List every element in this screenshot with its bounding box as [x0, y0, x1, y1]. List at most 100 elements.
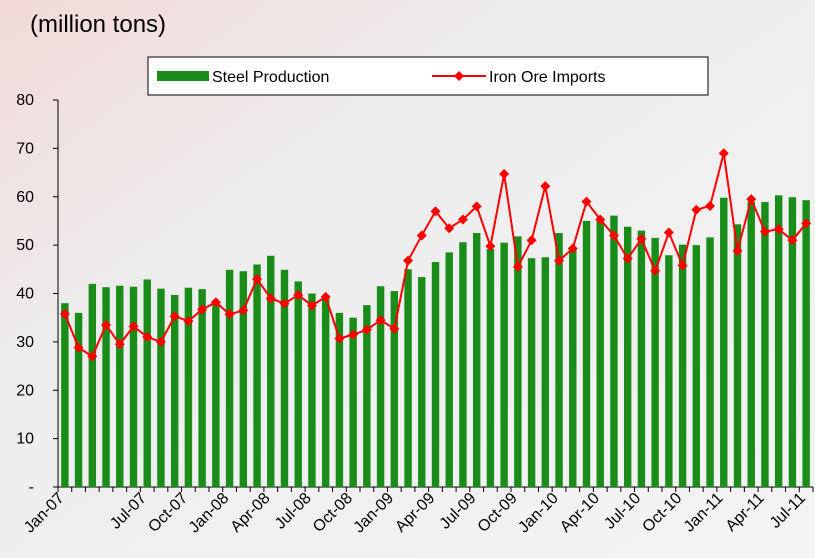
bar: [308, 293, 316, 487]
bar: [500, 242, 508, 487]
bar: [486, 248, 495, 487]
marker: [73, 342, 84, 353]
y-tick-label: 40: [16, 286, 34, 303]
bar: [637, 230, 646, 488]
bar: [212, 302, 220, 487]
marker: [471, 201, 482, 212]
marker: [375, 315, 386, 326]
legend-label: Steel Production: [212, 69, 329, 86]
bar: [88, 283, 97, 487]
marker: [87, 351, 98, 362]
bar: [774, 195, 783, 487]
bar: [418, 277, 426, 487]
bar: [692, 245, 701, 487]
marker: [238, 305, 249, 316]
chart-subtitle: (million tons): [30, 11, 166, 38]
marker: [691, 204, 702, 215]
marker: [622, 253, 633, 264]
bar: [376, 286, 385, 487]
marker: [457, 214, 468, 225]
bar: [610, 215, 618, 487]
bar: [459, 242, 467, 487]
legend-label: Iron Ore Imports: [489, 69, 605, 86]
bar: [651, 237, 659, 487]
bar: [253, 264, 261, 487]
bar: [363, 305, 371, 487]
marker: [142, 332, 153, 343]
bar: [678, 244, 687, 487]
bar: [802, 200, 810, 488]
marker: [403, 255, 414, 266]
y-tick-label: 70: [16, 140, 34, 157]
marker: [169, 311, 180, 322]
marker: [746, 194, 757, 205]
marker: [197, 304, 208, 315]
bar: [514, 236, 522, 487]
bar: [569, 249, 577, 487]
marker: [540, 181, 551, 192]
y-tick-label: 50: [16, 237, 34, 254]
bar: [582, 220, 591, 487]
bar: [170, 294, 179, 487]
marker: [59, 308, 70, 319]
marker: [279, 298, 290, 309]
marker: [416, 230, 427, 241]
bar: [239, 271, 248, 487]
bar: [184, 287, 193, 487]
marker: [155, 336, 166, 347]
marker: [114, 339, 125, 350]
bar: [390, 291, 399, 487]
bar: [445, 252, 453, 487]
bar: [280, 269, 289, 487]
y-tick-label: 80: [16, 92, 34, 109]
marker: [499, 169, 510, 180]
marker: [293, 289, 304, 300]
bar: [143, 279, 151, 487]
bar: [472, 233, 481, 487]
marker: [334, 333, 345, 344]
marker: [608, 230, 619, 241]
marker: [663, 227, 674, 238]
marker: [183, 316, 194, 327]
bar: [157, 288, 165, 487]
bar: [706, 237, 714, 487]
marker: [430, 206, 441, 217]
bar: [74, 312, 83, 487]
bar: [267, 255, 275, 487]
marker: [595, 214, 606, 225]
bar: [623, 226, 632, 487]
marker: [210, 297, 221, 308]
marker: [773, 224, 784, 235]
y-tick-label: 10: [16, 431, 34, 448]
bar: [665, 255, 673, 487]
marker: [361, 324, 372, 335]
legend: [147, 56, 709, 96]
marker: [677, 260, 688, 271]
marker: [444, 223, 455, 234]
marker: [252, 273, 263, 284]
marker: [567, 243, 578, 254]
legend-swatch: [157, 71, 209, 81]
bar: [733, 224, 742, 488]
marker: [554, 255, 565, 266]
legend-swatch: [454, 71, 464, 81]
marker: [636, 233, 647, 244]
marker: [512, 261, 523, 272]
marker: [485, 241, 496, 252]
y-tick-label: 20: [16, 382, 34, 399]
marker: [265, 293, 276, 304]
marker: [801, 218, 812, 229]
marker: [101, 319, 112, 330]
bar: [102, 287, 110, 487]
bar: [321, 298, 330, 487]
bar: [761, 202, 769, 488]
marker: [787, 235, 798, 246]
marker: [320, 291, 331, 302]
bar: [198, 289, 206, 487]
bar: [225, 269, 234, 487]
bar: [527, 258, 536, 487]
marker: [581, 196, 592, 207]
y-tick-label: 60: [16, 189, 34, 206]
bar: [788, 197, 797, 487]
y-tick-label: 30: [16, 334, 34, 351]
